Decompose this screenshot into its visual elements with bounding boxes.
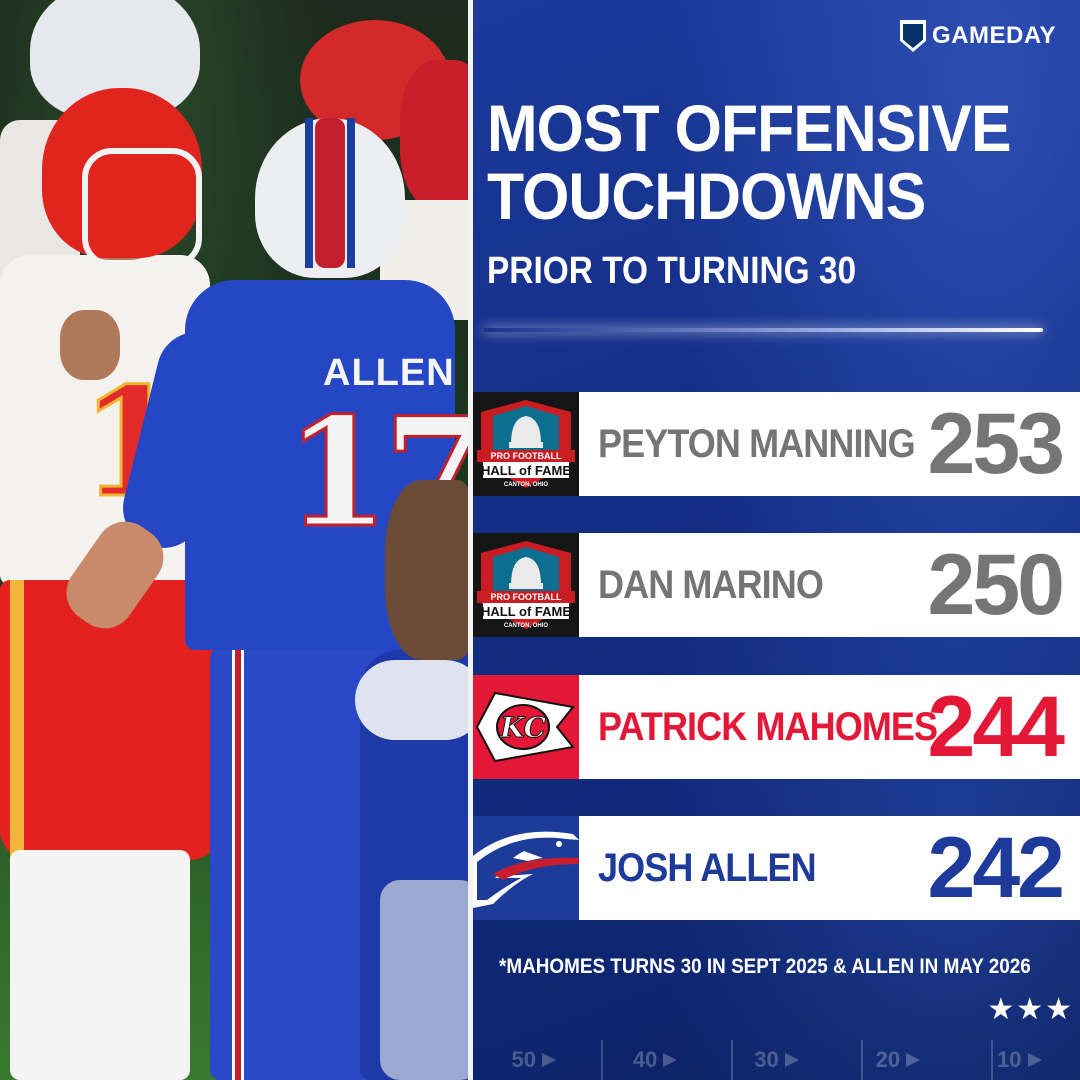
touchdown-value: 253	[927, 396, 1065, 492]
nfl-gameday-logo: GAMEDAY	[900, 20, 1056, 52]
foreground-shoulder-pad	[355, 660, 468, 740]
subtitle: PRIOR TO TURNING 30	[487, 250, 857, 292]
svg-text:HALL of FAME: HALL of FAME	[481, 604, 571, 619]
yard-marker: 10	[997, 1047, 1042, 1073]
background-helmet	[400, 60, 468, 210]
svg-text:CANTON, OHIO: CANTON, OHIO	[504, 482, 549, 488]
touchdown-value: 244	[927, 679, 1065, 775]
footnote: *MAHOMES TURNS 30 IN SEPT 2025 & ALLEN I…	[499, 955, 1031, 978]
player-name: JOSH ALLEN	[598, 846, 817, 890]
foreground-player-head	[385, 480, 468, 660]
yard-marker: 40	[633, 1047, 678, 1073]
player-name: PATRICK MAHOMES	[598, 705, 938, 749]
allen-helmet	[255, 118, 405, 278]
player-name: DAN MARINO	[598, 563, 824, 607]
mahomes-socks	[10, 850, 190, 1080]
mahomes-helmet	[42, 88, 202, 268]
yard-tick	[601, 1040, 603, 1080]
svg-text:CANTON, OHIO: CANTON, OHIO	[504, 623, 549, 629]
ranking-row: JOSH ALLEN 242	[473, 816, 1080, 920]
hall-of-fame-icon: PRO FOOTBALL HALL of FAME CANTON, OHIO	[473, 533, 579, 637]
headline: MOST OFFENSIVE TOUCHDOWNS	[487, 94, 1011, 230]
allen-jersey-name: ALLEN	[323, 352, 455, 394]
yard-marker: 20	[876, 1047, 921, 1073]
ranking-row: PRO FOOTBALL HALL of FAME CANTON, OHIO P…	[473, 392, 1080, 496]
hall-of-fame-icon: PRO FOOTBALL HALL of FAME CANTON, OHIO	[473, 392, 579, 496]
svg-text:KC: KC	[499, 711, 547, 744]
yard-tick	[861, 1040, 863, 1080]
yard-markers: 50 40 30 20 10	[473, 1040, 1080, 1080]
foreground-player-blur	[380, 880, 468, 1080]
star-icons: ★★★	[987, 992, 1074, 1027]
svg-text:HALL of FAME: HALL of FAME	[481, 463, 571, 478]
nfl-shield-icon	[900, 20, 927, 52]
headline-line: MOST OFFENSIVE	[487, 91, 1011, 165]
touchdown-value: 250	[927, 537, 1065, 633]
yard-tick	[731, 1040, 733, 1080]
headline-line: TOUCHDOWNS	[487, 159, 926, 233]
player-photo: 15 ALLEN 17	[0, 0, 468, 1080]
mahomes-pants	[0, 580, 220, 860]
svg-text:PRO FOOTBALL: PRO FOOTBALL	[491, 592, 562, 602]
touchdown-value: 242	[927, 820, 1065, 916]
yard-tick	[991, 1040, 993, 1080]
chiefs-logo-icon: KC	[473, 675, 579, 779]
yard-marker: 30	[754, 1047, 799, 1073]
yard-marker: 50	[511, 1047, 556, 1073]
ranking-row: KC PATRICK MAHOMES 244	[473, 675, 1080, 779]
stats-panel: GAMEDAY MOST OFFENSIVE TOUCHDOWNS PRIOR …	[473, 0, 1080, 1080]
player-name: PEYTON MANNING	[598, 422, 916, 466]
glow-divider	[483, 328, 1043, 332]
panel-divider	[468, 0, 473, 1080]
svg-text:PRO FOOTBALL: PRO FOOTBALL	[491, 451, 562, 461]
logo-text: GAMEDAY	[932, 22, 1056, 49]
ranking-row: PRO FOOTBALL HALL of FAME CANTON, OHIO D…	[473, 533, 1080, 637]
bills-logo-icon	[473, 816, 579, 920]
mahomes-hand	[60, 310, 120, 380]
